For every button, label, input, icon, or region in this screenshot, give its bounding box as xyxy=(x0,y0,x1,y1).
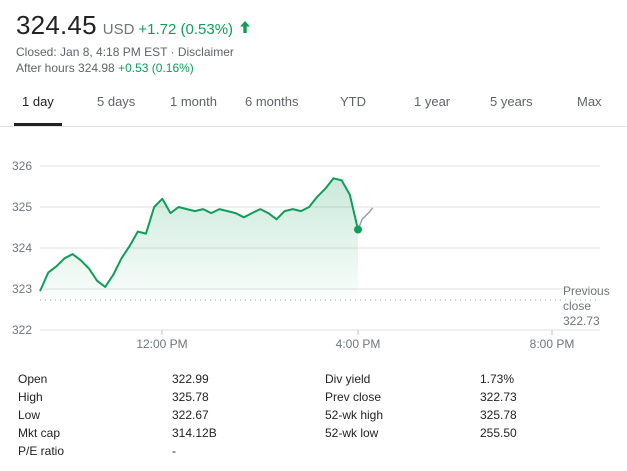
y-tick-label: 323 xyxy=(12,282,32,296)
stat-label: 52-wk low xyxy=(325,426,379,440)
y-tick-label: 325 xyxy=(12,200,32,214)
currency-label: USD xyxy=(102,21,135,38)
up-arrow-icon xyxy=(239,20,251,33)
stat-value: 325.78 xyxy=(480,408,517,422)
active-tab-indicator xyxy=(14,123,62,126)
price-header: 324.45 USD +1.72 (0.53%) xyxy=(16,10,251,41)
stat-value: - xyxy=(172,444,176,458)
tab-max[interactable]: Max xyxy=(577,94,602,109)
stat-label: High xyxy=(18,390,43,404)
stat-label: Prev close xyxy=(325,390,382,404)
after-hours-price: After hours 324.98 xyxy=(16,61,115,75)
stat-value: 255.50 xyxy=(480,426,517,440)
tab-1-year[interactable]: 1 year xyxy=(414,94,451,109)
after-hours-change: +0.53 (0.16%) xyxy=(118,61,194,75)
stat-label: P/E ratio xyxy=(18,444,65,458)
tab-1-day[interactable]: 1 day xyxy=(22,94,54,109)
previous-close-label: Previous xyxy=(563,284,610,298)
x-tick-label: 8:00 PM xyxy=(530,337,575,351)
closed-status: Closed: Jan 8, 4:18 PM EST · Disclaimer xyxy=(16,45,234,59)
stat-label: 52-wk high xyxy=(325,408,384,422)
stat-label: Low xyxy=(18,408,41,422)
stat-value: 322.99 xyxy=(172,372,209,386)
price-line xyxy=(39,177,359,292)
price-change: +1.72 (0.53%) xyxy=(138,21,234,38)
stat-value: 322.67 xyxy=(172,408,209,422)
stat-value: 325.78 xyxy=(172,390,209,404)
previous-close-value: 322.73 xyxy=(563,314,600,328)
range-tabs: 1 day 5 days 1 month 6 months YTD 1 year… xyxy=(0,84,627,127)
stat-label: Open xyxy=(18,372,48,386)
stat-value: 1.73% xyxy=(480,372,515,386)
tab-ytd[interactable]: YTD xyxy=(340,94,366,109)
y-tick-label: 326 xyxy=(12,159,32,173)
tab-6-months[interactable]: 6 months xyxy=(245,94,299,109)
y-tick-label: 324 xyxy=(12,241,32,255)
current-price: 324.45 xyxy=(16,10,97,40)
stat-label: Mkt cap xyxy=(18,426,61,440)
y-tick-label: 322 xyxy=(12,323,32,337)
after-hours-line: After hours 324.98 +0.53 (0.16%) xyxy=(16,61,194,75)
tab-5-years[interactable]: 5 years xyxy=(490,94,533,109)
stat-label: Div yield xyxy=(325,372,371,386)
x-tick-label: 12:00 PM xyxy=(136,337,187,351)
close-price-dot xyxy=(354,225,362,234)
tab-5-days[interactable]: 5 days xyxy=(97,94,136,109)
stat-value: 322.73 xyxy=(480,390,517,404)
previous-close-label: close xyxy=(563,299,591,313)
tab-1-month[interactable]: 1 month xyxy=(170,94,217,109)
price-area-fill xyxy=(40,178,358,301)
x-tick-label: 4:00 PM xyxy=(336,337,381,351)
after-hours-line xyxy=(357,207,374,230)
stat-value: 314.12B xyxy=(172,426,217,440)
